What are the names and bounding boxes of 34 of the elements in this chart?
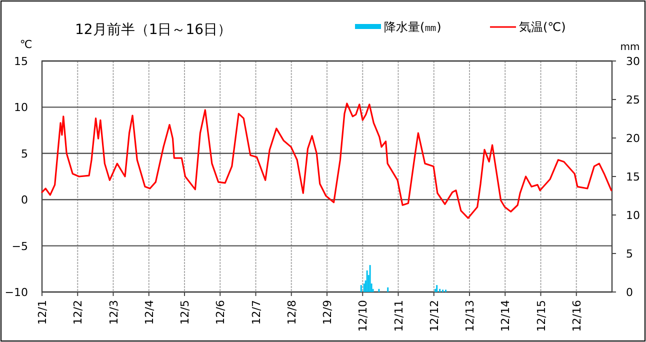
x-tick-label: 12/12	[428, 300, 441, 332]
x-tick-label: 12/6	[214, 300, 228, 325]
x-tick-label: 12/14	[499, 300, 512, 332]
x-tick-label: 12/3	[107, 300, 120, 325]
y-tick-label: 5	[21, 147, 28, 160]
y2-tick-label: 15	[626, 170, 640, 184]
y-tick-label: 10	[14, 101, 28, 114]
y2-tick-label: 0	[626, 286, 633, 299]
y2-tick-label: 10	[626, 209, 640, 222]
x-tick-label: 12/7	[250, 300, 263, 325]
y-tick-label: 0	[21, 194, 28, 207]
legend-label: 降水量(㎜)	[384, 20, 442, 34]
y2-axis-title: mm	[620, 42, 640, 53]
legend-label: 気温(℃)	[519, 20, 566, 34]
y2-tick-label: 5	[626, 248, 633, 260]
x-tick-label: 12/10	[356, 300, 370, 332]
x-tick-label: 12/4	[142, 300, 156, 325]
x-tick-label: 12/1	[36, 300, 49, 325]
y2-tick-label: 30	[626, 55, 640, 68]
y-tick-label: −10	[4, 286, 28, 299]
x-tick-label: 12/11	[392, 300, 406, 332]
x-tick-label: 12/5	[178, 300, 192, 325]
x-tick-label: 12/9	[321, 300, 334, 325]
y-tick-label: 15	[14, 55, 28, 68]
x-tick-label: 12/2	[72, 300, 85, 325]
x-tick-label: 12/13	[464, 300, 476, 332]
y2-tick-label: 20	[626, 132, 640, 145]
chart-title: 12月前半（1日～16日）	[75, 22, 232, 38]
y-tick-label: −5	[12, 240, 28, 253]
y2-tick-label: 25	[626, 94, 640, 106]
x-tick-label: 12/16	[570, 300, 584, 332]
y-axis-title: ℃	[20, 38, 32, 51]
x-tick-label: 12/15	[534, 300, 548, 332]
x-tick-label: 12/8	[285, 300, 298, 325]
